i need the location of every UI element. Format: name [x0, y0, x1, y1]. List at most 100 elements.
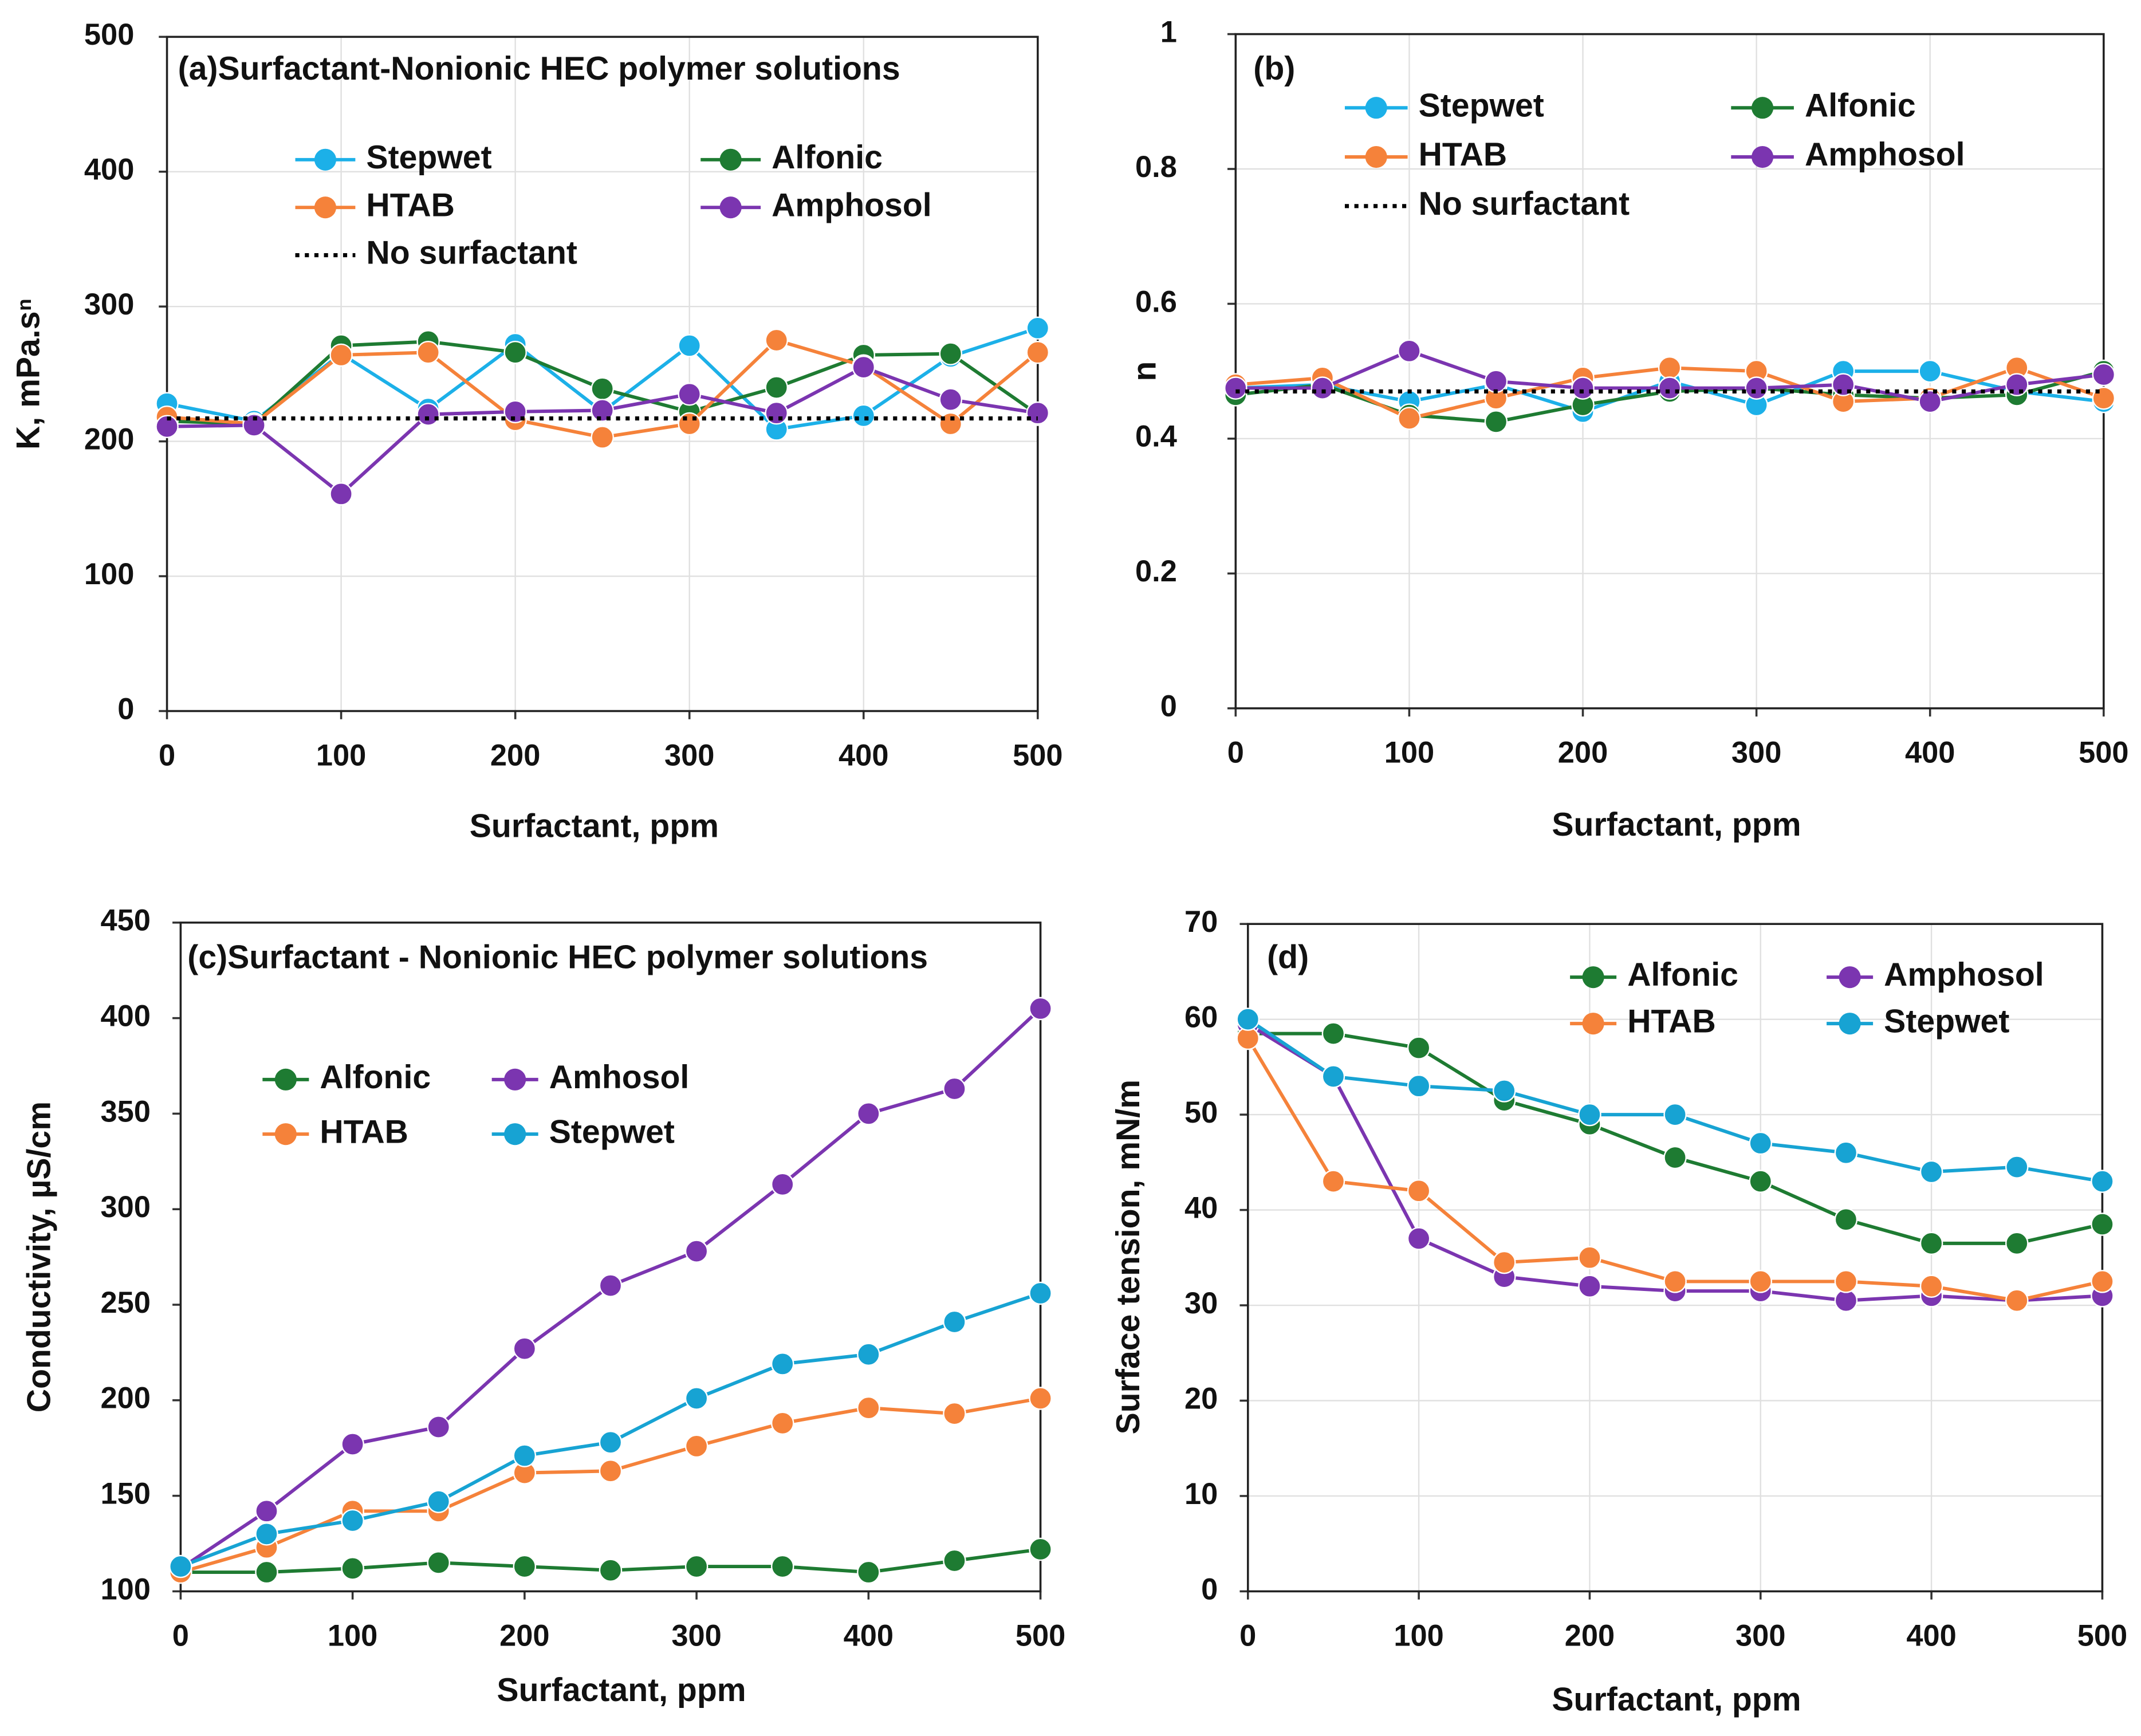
marker — [1918, 359, 1942, 383]
marker — [678, 382, 701, 406]
marker — [2091, 1270, 2114, 1293]
marker — [1224, 376, 1247, 400]
plot-frame — [1246, 923, 2104, 1593]
marker — [1493, 1079, 1516, 1103]
marker — [513, 1337, 537, 1360]
y-tick-label: 0 — [117, 692, 134, 726]
marker — [1745, 376, 1768, 400]
marker — [770, 1172, 794, 1196]
marker — [1749, 1131, 1773, 1155]
y-tick-label: 200 — [84, 423, 134, 456]
marker — [770, 1554, 794, 1578]
marker — [427, 1490, 450, 1513]
marker — [684, 1434, 709, 1458]
marker — [1919, 1274, 1943, 1298]
x-tick-label: 0 — [1239, 1619, 1256, 1652]
legend-swatch-marker — [1365, 97, 1387, 119]
marker — [1578, 1103, 1601, 1127]
marker — [255, 1522, 278, 1546]
legend-label: Alfonic — [1805, 87, 1916, 124]
legend-label: Alfonic — [320, 1059, 431, 1096]
marker — [341, 1432, 364, 1456]
marker — [765, 376, 788, 399]
x-tick-label: 200 — [1558, 737, 1608, 770]
marker — [943, 1310, 966, 1334]
marker — [684, 1387, 709, 1410]
x-tick-label: 400 — [1905, 737, 1955, 770]
y-tick-label: 200 — [100, 1382, 150, 1415]
y-tick-label: 0 — [1201, 1573, 1218, 1606]
marker — [1321, 1170, 1345, 1193]
marker — [1749, 1170, 1773, 1193]
series-line — [1247, 1032, 2103, 1245]
x-tick-label: 200 — [499, 1619, 549, 1652]
plot-frame — [179, 922, 1042, 1593]
legend-swatch-marker — [719, 196, 742, 219]
x-tick-label: 500 — [1016, 1619, 1065, 1652]
y-tick-label: 300 — [100, 1191, 150, 1224]
marker — [599, 1459, 623, 1483]
marker — [1663, 1270, 1687, 1293]
legend-label: Amphosol — [1884, 956, 2044, 993]
marker — [169, 1554, 192, 1578]
y-tick-label: 20 — [1184, 1382, 1218, 1415]
marker — [1571, 376, 1595, 400]
marker — [2005, 373, 2029, 396]
marker — [427, 1551, 450, 1574]
x-tick-label: 500 — [2079, 737, 2128, 770]
marker — [770, 1352, 794, 1376]
marker — [503, 340, 527, 364]
x-axis-label: Surfactant, ppm — [497, 1672, 746, 1709]
legend-swatch-marker — [1752, 145, 1774, 168]
marker — [678, 334, 701, 357]
marker — [1029, 1537, 1052, 1561]
y-axis-label: n — [1127, 361, 1163, 381]
marker — [513, 1444, 537, 1467]
y-axis-label: Conductivity, µS/cm — [21, 1101, 57, 1412]
x-tick-label: 400 — [1906, 1619, 1956, 1652]
plot-frame — [166, 36, 1039, 712]
marker — [1026, 401, 1050, 425]
marker — [1834, 1207, 1858, 1231]
x-tick-label: 300 — [664, 739, 714, 772]
marker — [939, 388, 963, 411]
y-tick-label: 0.4 — [1135, 420, 1177, 454]
marker — [1663, 1145, 1687, 1170]
marker — [2005, 1155, 2029, 1179]
legend-label: Stepwet — [1884, 1003, 2009, 1040]
x-tick-label: 500 — [2077, 1619, 2127, 1652]
x-tick-label: 200 — [1565, 1619, 1615, 1652]
y-tick-label: 250 — [100, 1286, 150, 1320]
marker — [255, 1560, 278, 1584]
y-tick-label: 40 — [1184, 1191, 1218, 1225]
marker — [1658, 376, 1682, 400]
marker — [1407, 1227, 1431, 1250]
y-tick-label: 150 — [100, 1477, 150, 1510]
marker — [1321, 1022, 1345, 1045]
legend-label: Stepwet — [549, 1113, 675, 1150]
legend-label: Amphosol — [772, 187, 932, 223]
marker — [242, 414, 266, 437]
x-tick-label: 200 — [490, 739, 540, 772]
x-tick-label: 300 — [671, 1619, 721, 1652]
marker — [1919, 1160, 1943, 1184]
x-tick-label: 100 — [1384, 737, 1434, 770]
chart-title: (b) — [1253, 50, 1295, 87]
marker — [857, 1396, 880, 1420]
marker — [765, 401, 788, 425]
marker — [1578, 1246, 1601, 1270]
y-tick-label: 70 — [1184, 906, 1218, 939]
marker — [2091, 1213, 2114, 1236]
marker — [1834, 1270, 1858, 1293]
y-tick-label: 300 — [84, 288, 134, 321]
y-tick-label: 0.2 — [1135, 555, 1177, 588]
marker — [2091, 1170, 2114, 1193]
marker — [678, 412, 701, 436]
legend-label: HTAB — [366, 187, 455, 223]
legend-label: HTAB — [1627, 1003, 1716, 1040]
marker — [943, 1549, 966, 1573]
x-tick-label: 300 — [1735, 1619, 1785, 1652]
series-line — [180, 1396, 1041, 1574]
legend-label: Stepwet — [366, 139, 491, 176]
